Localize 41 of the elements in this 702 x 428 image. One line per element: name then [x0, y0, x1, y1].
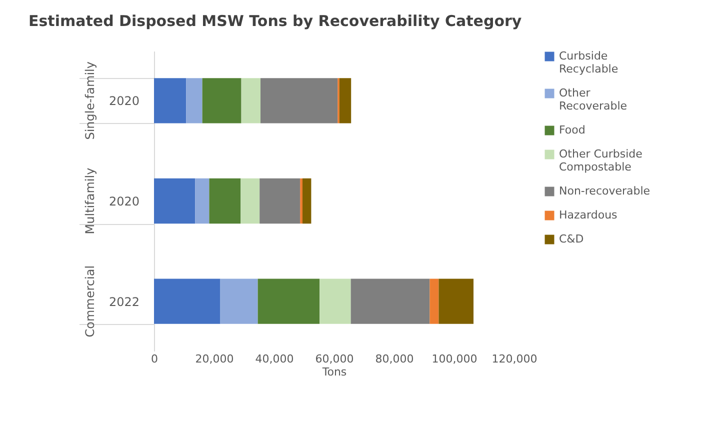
bar	[220, 278, 258, 324]
bar	[154, 178, 196, 224]
legend-label: C&D	[559, 232, 584, 246]
bar	[339, 78, 352, 124]
x-tick-label: 60,000	[315, 352, 354, 366]
bar	[209, 178, 241, 224]
bar	[195, 178, 210, 224]
bar	[320, 278, 351, 324]
legend-label: Non-recoverable	[559, 184, 650, 198]
text: Multifamily	[83, 168, 97, 234]
x-axis-title: Tons	[321, 366, 347, 378]
bar	[154, 278, 220, 324]
y-tick-label: 2020	[108, 194, 140, 208]
bar	[438, 278, 474, 324]
legend-label: Other Recoverable	[559, 86, 628, 112]
legend-label: Curbside Recyclable	[559, 50, 618, 76]
x-tick-label: 20,000	[195, 352, 234, 366]
x-tick-label: 80,000	[375, 352, 414, 366]
bar	[260, 78, 338, 124]
bar	[154, 78, 186, 124]
x-tick-label: 40,000	[255, 352, 294, 366]
bar	[241, 78, 260, 124]
x-tick-label: 100,000	[432, 352, 478, 366]
chart-title: Estimated Disposed MSW Tons by Recoverability Category	[28, 12, 522, 30]
text: Single-family	[83, 62, 97, 140]
legend-label: Other Curbside Compostable	[559, 148, 643, 174]
y-tick-label: 2020	[108, 94, 140, 108]
bar	[186, 78, 202, 124]
x-tick-label: 120,000	[492, 352, 538, 366]
bar	[258, 278, 320, 324]
x-tick-label: 0	[151, 352, 158, 366]
bar	[240, 178, 260, 224]
y-tick-label: 2022	[108, 294, 140, 309]
text: Commercial	[83, 265, 97, 338]
bar	[202, 78, 242, 124]
bar	[302, 178, 312, 224]
bar	[260, 178, 300, 224]
bar	[430, 278, 439, 324]
legend-label: Food	[559, 124, 586, 136]
bar	[350, 278, 430, 324]
legend-label: Hazardous	[559, 208, 618, 222]
